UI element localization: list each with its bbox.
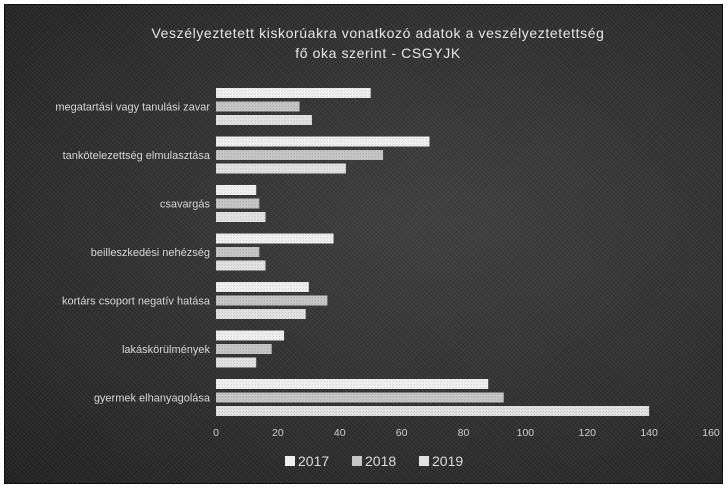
bar-texture-2019-5 (216, 309, 306, 319)
x-tick-label-6: 100 (517, 427, 535, 439)
category-label-2: tankötelezettség elmulasztása (63, 150, 211, 162)
x-tick-label-4: 60 (396, 427, 408, 439)
bar-texture-2017-4 (216, 233, 334, 244)
category-label-1: megatartási vagy tanulási zavar (55, 102, 210, 114)
chart-frame (4, 4, 723, 484)
category-label-3: csavargás (160, 199, 211, 211)
category-labels: megatartási vagy tanulási zavar tankötele… (55, 102, 211, 405)
bar-texture-2019-3 (216, 212, 266, 222)
bar-texture-2018-7 (216, 392, 504, 403)
legend-label-2017: 2017 (298, 453, 329, 469)
x-tick-label-3: 40 (334, 427, 346, 439)
x-tick-label-8: 140 (640, 427, 658, 439)
x-tick-label-9: 160 (702, 427, 720, 439)
x-tick-label-2: 20 (272, 427, 284, 439)
bar-texture-2018-2 (216, 150, 384, 160)
chart-title-line-1: Veszélyeztetett kiskorúakra vonatkozó ad… (151, 25, 604, 41)
bar-texture-2019-4 (216, 260, 266, 271)
bar-texture-2019-2 (216, 163, 346, 174)
category-label-6: lakáskörülmények (122, 344, 211, 356)
legend-label-2019: 2019 (432, 453, 463, 469)
bars-group (216, 88, 650, 416)
bar-texture-2017-5 (216, 282, 309, 292)
bar-texture-2018-1 (216, 101, 300, 112)
x-tick-label-7: 120 (578, 427, 596, 439)
legend: 2017 2018 2019 (285, 453, 463, 469)
bar-texture-2018-4 (216, 247, 260, 257)
legend-label-2018: 2018 (365, 453, 396, 469)
bar-texture-2018-6 (216, 344, 272, 354)
category-label-5: kortárs csoport negatív hatása (62, 296, 211, 308)
category-label-4: beilleszkedési nehézség (91, 247, 210, 259)
x-axis-ticks: 0 20 40 60 80 100 120 140 160 (213, 427, 720, 439)
x-tick-label-5: 80 (458, 427, 470, 439)
bar-texture-2018-3 (216, 198, 260, 209)
x-tick-label-1: 0 (213, 427, 219, 439)
bar-texture-2019-6 (216, 357, 257, 368)
legend-swatch-2018 (352, 456, 362, 466)
bar-texture-2017-2 (216, 136, 430, 147)
legend-swatch-2019 (419, 456, 429, 466)
bar-texture-2017-7 (216, 379, 489, 389)
chart-title-line-2: fő oka szerint - CSGYJK (295, 45, 461, 61)
bar-texture-2017-6 (216, 330, 285, 341)
category-label-7: gyermek elhanyagolása (94, 393, 211, 405)
legend-swatch-2017 (285, 456, 295, 466)
bar-texture-2019-7 (216, 406, 650, 416)
bar-texture-2019-1 (216, 115, 312, 125)
bar-texture-2017-1 (216, 88, 371, 98)
bar-texture-2018-5 (216, 295, 328, 306)
bar-texture-2017-3 (216, 185, 257, 195)
